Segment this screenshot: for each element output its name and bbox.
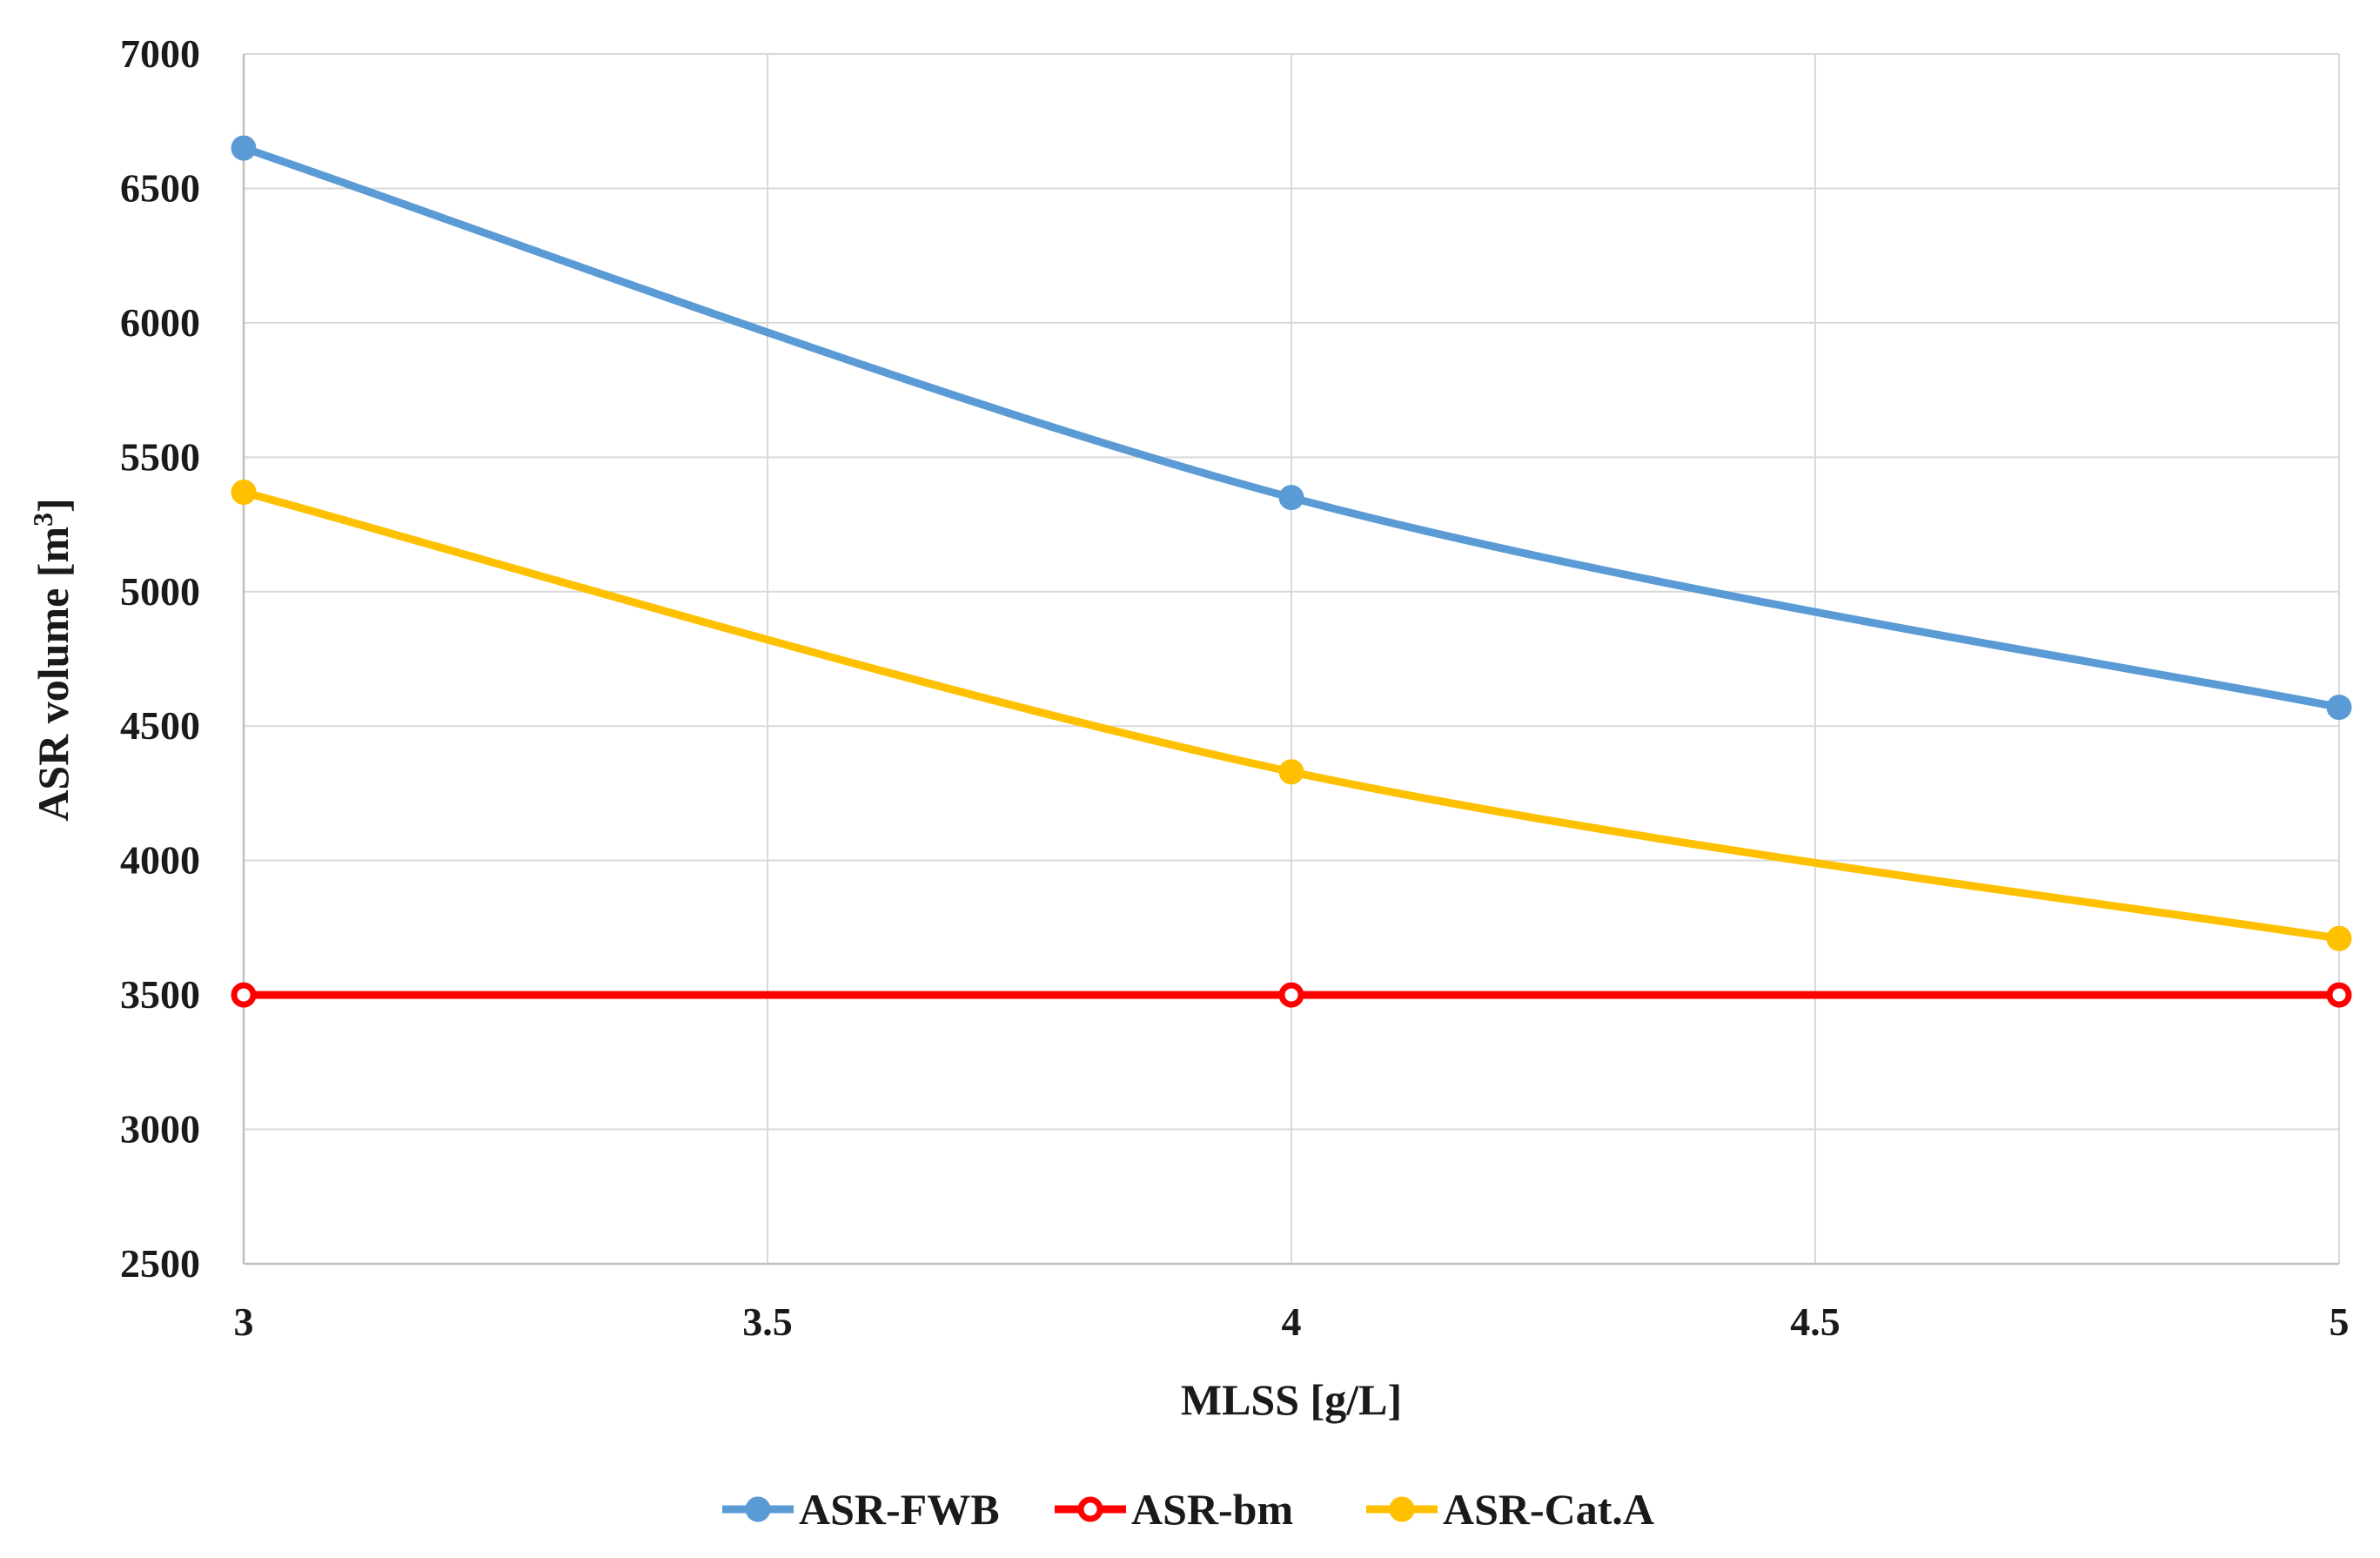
y-tick-label: 2500 [120,1241,200,1286]
y-tick-label: 5000 [120,569,200,614]
y-tick-label: 4000 [120,838,200,883]
legend-label-asr-fwb: ASR-FWB [799,1485,1000,1534]
legend-swatch-marker-asr-fwb [745,1496,771,1522]
y-tick-label: 6500 [120,165,200,210]
x-axis-title: MLSS [g/L] [1181,1375,1402,1424]
data-point-asr-cat-a [1278,759,1304,785]
y-tick-label: 6000 [120,300,200,345]
x-tick-label: 4 [1282,1299,1302,1344]
data-point-asr-cat-a [231,479,257,505]
legend-swatch-marker-asr-cat-a [1389,1496,1415,1522]
y-tick-label: 3500 [120,972,200,1017]
data-point-asr-fwb [2326,695,2352,721]
y-axis-title-superscript: 3 [27,513,58,527]
data-point-asr-bm [1278,982,1304,1008]
x-tick-label: 3 [234,1299,254,1344]
y-tick-label: 7000 [120,31,200,76]
y-axis-title-main: ASR volume [m [29,527,77,822]
x-tick-label: 5 [2330,1299,2350,1344]
legend-swatch-marker-asr-bm [1077,1496,1103,1522]
grid [244,53,2340,1264]
markers-group [231,135,2352,1008]
data-point-asr-bm [231,982,257,1008]
y-axis-title: ASR volume [m3] [27,498,77,822]
x-tick-label: 4.5 [1790,1299,1840,1344]
legend: ASR-FWB ASR-bm ASR-Cat.A [722,1485,1654,1534]
data-point-asr-fwb [1278,485,1304,511]
y-tick-label: 3000 [120,1107,200,1152]
y-axis-title-end: ] [29,498,77,513]
tick-labels: 2500 3000 3500 4000 4500 5000 5500 6000 6500 7000… [120,31,2350,1344]
data-point-asr-cat-a [2326,925,2352,951]
y-tick-label: 4500 [120,703,200,748]
legend-label-asr-bm: ASR-bm [1131,1485,1293,1534]
legend-label-asr-cat-a: ASR-Cat.A [1443,1485,1654,1534]
x-tick-label: 3.5 [742,1299,793,1344]
y-tick-label: 5500 [120,434,200,479]
axes [242,54,2339,1266]
data-point-asr-fwb [231,135,257,161]
data-point-asr-bm [2326,982,2352,1008]
